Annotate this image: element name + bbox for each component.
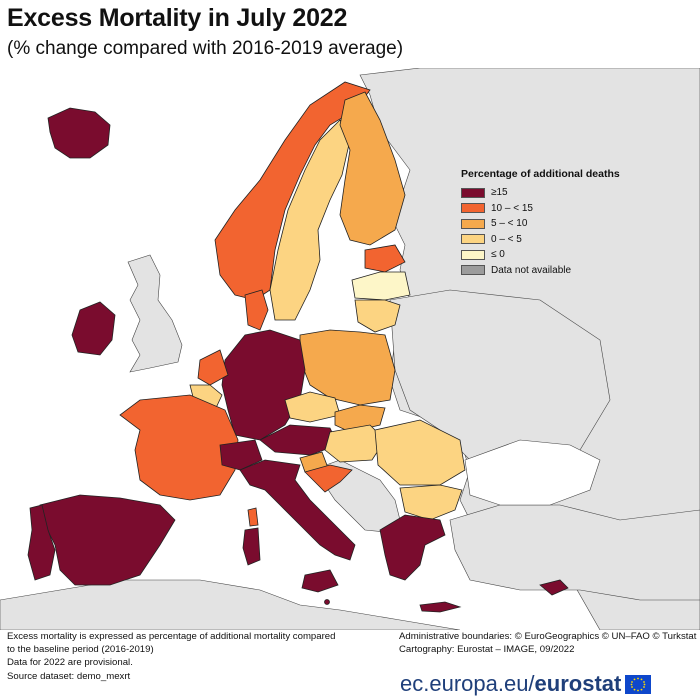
legend-item: 10 – < 15: [461, 201, 641, 217]
legend-items: ≥15 10 – < 15 5 – < 10 0 – < 5 ≤ 0 Data not a…: [461, 185, 641, 278]
non-eu-land: [0, 68, 700, 630]
footer-credits: Administrative boundaries: © EuroGeograp…: [399, 630, 699, 656]
croatia-region: [304, 464, 353, 493]
north-africa-region: [0, 579, 461, 630]
iceland-region: [47, 107, 111, 159]
corsica-region: [247, 507, 259, 527]
italy-region: [239, 459, 356, 561]
legend-swatch: [461, 249, 485, 260]
footer-note: Data for 2022 are provisional.: [7, 657, 133, 669]
eu-flag-icon: [625, 674, 652, 694]
turkey-region: [449, 504, 700, 601]
greece-region: [379, 514, 446, 581]
legend-label: ≥15: [491, 187, 508, 199]
site-url-prefix: ec.europa.eu/: [400, 671, 535, 696]
sicily-region: [301, 569, 339, 593]
footer-credit: Administrative boundaries: © EuroGeograp…: [399, 631, 697, 642]
legend-label: 10 – < 15: [491, 202, 533, 214]
germany-region: [221, 329, 306, 441]
france-region: [119, 394, 239, 501]
sardinia-region: [242, 527, 261, 566]
cyprus-region: [539, 579, 569, 596]
footer-credit: Cartography: Eurostat – IMAGE, 09/2022: [399, 644, 575, 656]
malta-region: [324, 599, 330, 605]
legend-label: 5 – < 10: [491, 218, 528, 230]
netherlands-region: [197, 349, 229, 386]
legend-item: 5 – < 10: [461, 216, 641, 232]
slovakia-region: [334, 404, 386, 433]
estonia-region: [364, 244, 406, 273]
map-legend: Percentage of additional deaths ≥15 10 – …: [461, 168, 641, 278]
footer-note: Source dataset: demo_mexrt: [7, 670, 131, 682]
legend-swatch: [461, 234, 485, 245]
hungary-region: [324, 424, 386, 463]
footer-notes: Excess mortality is expressed as percent…: [7, 630, 387, 683]
footer-note: Excess mortality is expressed as percent…: [7, 631, 336, 642]
spain-region: [39, 494, 176, 586]
ireland-region: [71, 301, 116, 356]
legend-item: 0 – < 5: [461, 232, 641, 248]
legend-swatch: [461, 265, 485, 276]
legend-swatch: [461, 203, 485, 214]
bulgaria-region: [399, 484, 463, 521]
eurostat-branding: ec.europa.eu/eurostat: [400, 670, 652, 698]
europe-map: [0, 68, 700, 630]
black-sea: [464, 439, 601, 506]
romania-region: [374, 419, 466, 486]
switzerland-region: [219, 439, 263, 471]
legend-item: ≥15: [461, 185, 641, 201]
footer-note: to the baseline period (2016-2019): [7, 644, 154, 656]
legend-item: ≤ 0: [461, 247, 641, 263]
latvia-region: [351, 271, 411, 301]
legend-label: ≤ 0: [491, 249, 505, 261]
finland-region: [339, 91, 406, 246]
portugal-region: [27, 504, 56, 581]
site-url[interactable]: ec.europa.eu/eurostat: [400, 671, 621, 697]
uk-region: [127, 254, 183, 373]
legend-title: Percentage of additional deaths: [461, 168, 620, 180]
legend-label: Data not available: [491, 264, 572, 276]
site-url-brand: eurostat: [534, 671, 622, 696]
sweden-region: [269, 119, 351, 321]
poland-region: [299, 329, 396, 406]
legend-item: Data not available: [461, 263, 641, 279]
legend-swatch: [461, 187, 485, 198]
page-title: Excess Mortality in July 2022: [7, 4, 348, 32]
denmark-region: [244, 289, 269, 331]
legend-label: 0 – < 5: [491, 233, 522, 245]
crete-region: [419, 601, 462, 613]
legend-swatch: [461, 218, 485, 229]
lithuania-region: [354, 299, 401, 333]
page-subtitle: (% change compared with 2016-2019 averag…: [7, 38, 404, 59]
